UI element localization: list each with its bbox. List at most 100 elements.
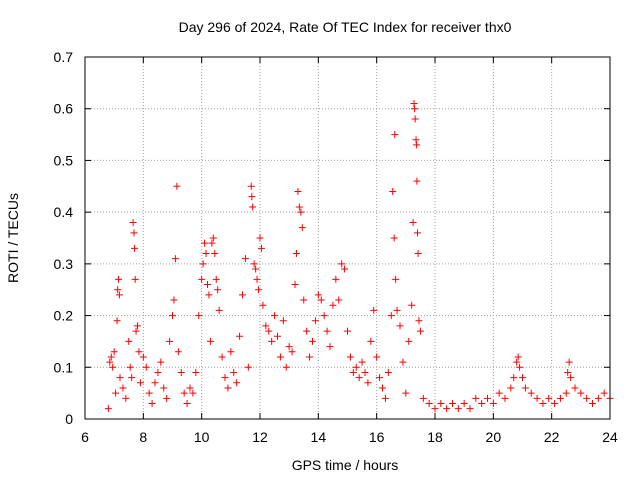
x-tick-label: 16 <box>369 429 385 445</box>
data-point <box>186 384 194 392</box>
data-point <box>466 405 474 413</box>
data-point <box>577 389 585 397</box>
data-point <box>174 348 182 356</box>
data-point <box>112 389 120 397</box>
data-point <box>183 399 191 407</box>
data-point <box>408 301 416 309</box>
data-point <box>199 260 207 268</box>
data-point <box>311 317 319 325</box>
data-point <box>346 353 354 361</box>
data-point <box>564 368 572 376</box>
data-point <box>282 363 290 371</box>
data-point <box>128 374 136 382</box>
data-point <box>268 337 276 345</box>
data-point <box>202 250 210 258</box>
y-axis-label: ROTI / TECUs <box>5 193 21 283</box>
x-tick-label: 8 <box>139 429 147 445</box>
data-point <box>396 322 404 330</box>
y-tick-label: 0.7 <box>54 49 74 65</box>
data-point <box>239 291 246 299</box>
data-point <box>309 337 316 345</box>
chart-title: Day 296 of 2024, Rate Of TEC Index for r… <box>179 19 512 35</box>
data-point <box>332 275 340 283</box>
data-point <box>454 405 462 413</box>
data-point <box>370 306 378 314</box>
data-point <box>114 286 122 294</box>
data-point <box>495 389 503 397</box>
data-point <box>180 389 188 397</box>
data-point <box>443 405 451 413</box>
data-point <box>116 374 124 382</box>
data-point <box>405 337 413 345</box>
data-point <box>160 384 168 392</box>
x-tick-labels: 6 8 10 12 14 16 18 20 22 24 <box>81 429 618 445</box>
data-point <box>298 224 306 232</box>
data-point <box>393 306 401 314</box>
data-point <box>244 363 252 371</box>
data-point <box>106 358 114 366</box>
data-point <box>192 368 200 376</box>
data-point <box>131 244 139 252</box>
data-point <box>166 337 174 345</box>
data-point <box>478 399 486 407</box>
data-point <box>413 177 421 185</box>
data-point <box>300 296 308 304</box>
data-point <box>163 394 171 402</box>
data-point <box>303 327 311 335</box>
data-point <box>551 399 559 407</box>
x-tick-label: 6 <box>81 429 89 445</box>
data-point <box>134 322 141 330</box>
data-point <box>415 317 423 325</box>
data-point <box>189 389 197 397</box>
data-point <box>154 368 162 376</box>
data-point <box>413 141 421 149</box>
data-point <box>130 229 138 237</box>
data-point <box>389 187 397 195</box>
data-point <box>265 327 273 335</box>
data-point <box>489 399 497 407</box>
x-tick-label: 18 <box>427 429 443 445</box>
data-point <box>392 275 400 283</box>
data-point <box>115 291 123 299</box>
data-point <box>171 255 179 263</box>
data-point <box>425 399 433 407</box>
data-point <box>204 281 211 289</box>
data-point <box>352 363 360 371</box>
grid-lines <box>85 57 610 419</box>
data-point <box>211 250 219 258</box>
data-point <box>119 384 127 392</box>
data-point <box>274 332 281 340</box>
data-point <box>373 353 381 361</box>
y-tick-label: 0.1 <box>54 359 74 375</box>
data-point <box>201 239 209 247</box>
data-point <box>533 394 541 402</box>
x-tick-label: 24 <box>602 429 618 445</box>
data-point <box>104 405 112 413</box>
data-point <box>367 337 375 345</box>
data-point <box>297 208 305 216</box>
data-point <box>556 394 564 402</box>
data-point <box>241 255 249 263</box>
data-point <box>122 394 130 402</box>
data-point <box>521 384 529 392</box>
data-point <box>437 399 445 407</box>
data-point <box>214 286 222 294</box>
data-point <box>510 374 518 382</box>
data-point <box>513 358 521 366</box>
data-point <box>169 312 176 320</box>
data-point <box>276 353 284 361</box>
data-point <box>411 115 419 123</box>
data-point <box>148 399 156 407</box>
data-point <box>224 384 232 392</box>
data-point <box>355 374 363 382</box>
data-point <box>539 399 547 407</box>
data-point <box>384 368 392 376</box>
data-point <box>431 405 439 413</box>
data-point <box>177 368 185 376</box>
data-point <box>589 399 596 407</box>
data-point <box>583 394 591 402</box>
data-point <box>292 250 300 258</box>
data-point <box>139 353 147 361</box>
data-point <box>262 322 270 330</box>
data-point <box>288 348 296 356</box>
